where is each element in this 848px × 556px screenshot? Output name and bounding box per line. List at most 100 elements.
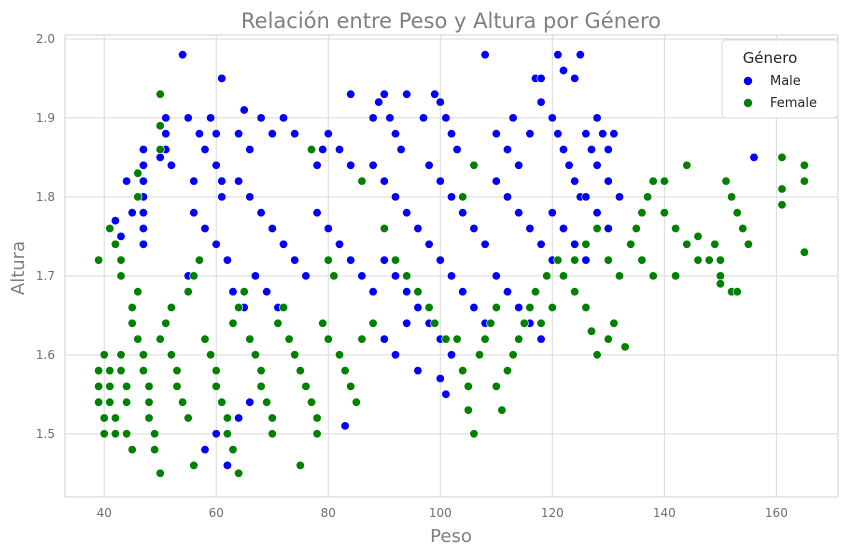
data-point-male [609, 129, 619, 139]
x-tick-label: 160 [765, 506, 788, 520]
data-point-female [351, 397, 361, 407]
data-point-female [502, 366, 512, 376]
data-point-female [183, 287, 193, 297]
data-point-female [710, 239, 720, 249]
data-point-female [648, 271, 658, 281]
data-point-male [138, 160, 148, 170]
data-point-male [217, 73, 227, 83]
data-point-female [116, 350, 126, 360]
data-point-male [138, 176, 148, 186]
data-point-female [659, 208, 669, 218]
data-point-female [222, 413, 232, 423]
data-point-male [234, 413, 244, 423]
data-point-male [262, 287, 272, 297]
data-point-female [116, 366, 126, 376]
x-tick-label: 140 [653, 506, 676, 520]
data-point-male [553, 50, 563, 60]
y-tick-label: 2.0 [36, 32, 55, 46]
data-point-female [273, 318, 283, 328]
data-point-female [777, 184, 787, 194]
data-point-female [799, 247, 809, 257]
data-point-female [278, 302, 288, 312]
data-point-male [206, 113, 216, 123]
data-point-male [514, 160, 524, 170]
data-point-male [267, 129, 277, 139]
data-point-male [211, 429, 221, 439]
data-point-female [732, 287, 742, 297]
data-point-female [704, 255, 714, 265]
data-point-male [441, 389, 451, 399]
data-point-female [267, 413, 277, 423]
data-point-female [514, 334, 524, 344]
data-point-male [547, 208, 557, 218]
data-point-male [480, 239, 490, 249]
data-point-male [256, 208, 266, 218]
data-point-female [206, 350, 216, 360]
data-point-male [525, 129, 535, 139]
data-point-female [301, 381, 311, 391]
data-point-male [340, 421, 350, 431]
data-point-female [172, 381, 182, 391]
data-point-male [603, 145, 613, 155]
data-point-male [234, 129, 244, 139]
data-point-female [346, 381, 356, 391]
data-point-male [586, 145, 596, 155]
data-point-female [183, 413, 193, 423]
data-point-female [94, 397, 104, 407]
data-point-female [144, 397, 154, 407]
data-point-male [536, 73, 546, 83]
data-point-female [334, 350, 344, 360]
data-point-female [94, 381, 104, 391]
data-point-male [592, 208, 602, 218]
data-point-female [738, 224, 748, 234]
data-point-male [402, 208, 412, 218]
x-tick-label: 120 [541, 506, 564, 520]
data-point-male [312, 208, 322, 218]
data-point-female [155, 468, 165, 478]
legend: Género Male Female [721, 39, 839, 119]
series-male [110, 50, 759, 470]
data-point-female [497, 405, 507, 415]
data-point-male [368, 287, 378, 297]
data-point-female [262, 397, 272, 407]
data-point-female [94, 255, 104, 265]
data-point-female [693, 255, 703, 265]
data-point-male [435, 255, 445, 265]
data-point-male [368, 113, 378, 123]
y-tick-label: 1.6 [36, 348, 55, 362]
legend-label-male: Male [770, 74, 801, 89]
chart-title: Relación entre Peso y Altura por Género [241, 9, 661, 33]
data-point-male [390, 350, 400, 360]
data-point-female [250, 350, 260, 360]
data-point-female [161, 318, 171, 328]
data-point-male [290, 255, 300, 265]
data-point-female [368, 318, 378, 328]
data-point-male [346, 89, 356, 99]
data-point-male [346, 160, 356, 170]
data-point-male [491, 129, 501, 139]
data-point-male [491, 176, 501, 186]
data-point-female [424, 302, 434, 312]
data-point-male [138, 224, 148, 234]
data-point-male [323, 129, 333, 139]
data-point-male [458, 208, 468, 218]
data-point-female [99, 429, 109, 439]
data-point-female [155, 89, 165, 99]
data-point-male [402, 89, 412, 99]
data-point-female [150, 429, 160, 439]
y-axis-label: Altura [8, 241, 29, 295]
data-point-male [245, 397, 255, 407]
data-point-male [614, 192, 624, 202]
data-point-female [508, 350, 518, 360]
data-point-male [379, 334, 389, 344]
data-point-male [390, 271, 400, 281]
data-point-female [155, 121, 165, 131]
x-tick-labels: 40 60 80 100 120 140 160 [97, 506, 788, 520]
legend-label-female: Female [770, 96, 817, 111]
data-point-male [250, 271, 260, 281]
data-point-male [575, 50, 585, 60]
data-point-male [239, 105, 249, 115]
data-point-male [536, 239, 546, 249]
data-point-male [200, 145, 210, 155]
data-point-female [530, 287, 540, 297]
